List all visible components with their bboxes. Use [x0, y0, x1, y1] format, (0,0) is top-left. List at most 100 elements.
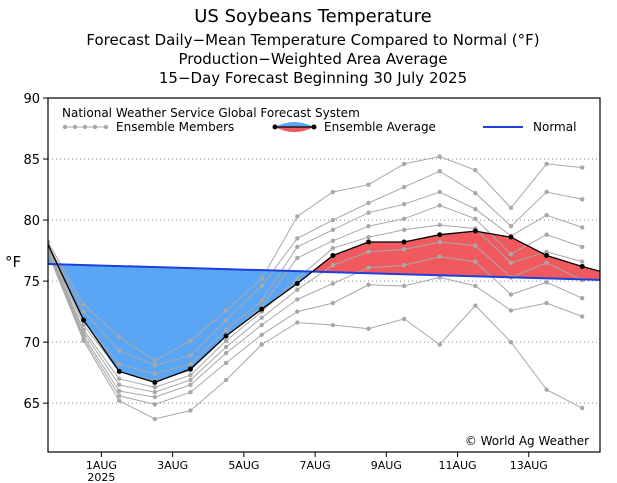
ensemble-member-point	[330, 189, 336, 195]
ensemble-member-line	[48, 250, 583, 405]
ensemble-member-point	[117, 393, 122, 399]
plot-frame	[47, 97, 601, 453]
y-tick-label: 70	[23, 336, 40, 351]
ensemble-member-point	[188, 372, 193, 378]
legend-members-point	[103, 124, 109, 130]
legend-average-point	[272, 124, 278, 130]
x-tick-label: 3AUG	[157, 459, 188, 472]
ensemble-member-point	[330, 245, 336, 251]
ensemble-member-line	[48, 224, 583, 388]
ensemble-member-point	[508, 260, 514, 265]
ensemble-average-point	[116, 368, 122, 374]
ensemble-member-point	[295, 287, 300, 292]
ensemble-member-point	[401, 263, 407, 268]
y-tick-label: 90	[23, 92, 40, 107]
ensemble-member-point	[188, 338, 193, 344]
ensemble-member-point	[295, 297, 300, 302]
ensemble-member-point	[259, 283, 264, 289]
ensemble-member-point	[188, 377, 193, 383]
ensemble-member-point	[330, 227, 336, 233]
chart-subtitle-line-1: Forecast Daily−Mean Temperature Compared…	[86, 31, 539, 49]
ensemble-member-point	[81, 302, 86, 307]
ensemble-member-point	[508, 339, 514, 345]
below-normal-area	[57, 264, 313, 383]
legend-title: National Weather Service Global Forecast…	[62, 106, 360, 120]
ensemble-member-point	[366, 282, 371, 287]
ensemble-member-point	[473, 283, 478, 289]
ensemble-average-point	[579, 263, 585, 269]
ensemble-average-point	[259, 306, 265, 312]
ensemble-member-point	[437, 239, 442, 245]
ensemble-member-point	[152, 402, 158, 407]
ensemble-member-point	[401, 161, 407, 167]
y-tick-label: 65	[23, 397, 40, 412]
ensemble-member-point	[152, 371, 158, 377]
x-tick-label: 11AUG	[438, 459, 476, 472]
ensemble-member-point	[188, 408, 193, 413]
ensemble-average-point	[544, 252, 550, 258]
ensemble-member-point	[117, 388, 122, 394]
y-tick-label: 80	[23, 214, 40, 229]
ensemble-member-point	[473, 206, 478, 212]
ensemble-member-point	[401, 216, 407, 222]
ensemble-member-point	[579, 197, 585, 202]
ensemble-member-point	[508, 292, 514, 297]
ensemble-member-point	[223, 317, 229, 323]
ensemble-member-point	[437, 254, 442, 259]
y-axis-label: °F	[5, 253, 21, 271]
ensemble-member-point	[508, 223, 514, 229]
ensemble-member-point	[366, 182, 371, 187]
ensemble-member-point	[473, 216, 478, 222]
chart-title: US Soybeans Temperature	[194, 6, 431, 27]
above-normal-area	[312, 231, 600, 280]
ensemble-member-line	[48, 241, 583, 393]
legend-members-point	[62, 124, 68, 130]
ensemble-member-point	[295, 236, 300, 241]
x-tick-label: 9AUG	[371, 459, 402, 472]
y-tick-label: 75	[23, 275, 40, 290]
ensemble-member-point	[223, 308, 229, 313]
ensemble-member-point	[223, 377, 229, 383]
ensemble-member-point	[223, 360, 229, 366]
ensemble-member-point	[544, 189, 549, 195]
ensemble-member-point	[544, 249, 549, 255]
ensemble-member-point	[366, 265, 371, 270]
ensemble-member-line	[48, 170, 583, 366]
x-tick-label: 1AUG	[86, 459, 117, 472]
ensemble-member-point	[223, 344, 229, 350]
ensemble-member-point	[579, 244, 585, 250]
ensemble-member-point	[330, 238, 336, 244]
ensemble-member-point	[152, 385, 158, 390]
legend-average-swatch-top	[275, 122, 314, 127]
legend-average-label: Ensemble Average	[324, 120, 436, 134]
ensemble-member-point	[81, 322, 86, 328]
ensemble-member-point	[188, 382, 193, 388]
y-tick-label: 85	[23, 153, 40, 168]
ensemble-member-point	[117, 398, 122, 403]
ensemble-member-point	[508, 252, 514, 257]
ensemble-member-point	[579, 295, 585, 301]
ensemble-member-point	[366, 326, 371, 331]
ensemble-average-point	[472, 228, 478, 234]
ensemble-member-point	[259, 322, 264, 328]
ensemble-member-point	[330, 281, 336, 286]
ensemble-average-point	[81, 317, 87, 323]
ensemble-member-point	[544, 300, 549, 306]
ensemble-member-point	[473, 243, 478, 248]
ensemble-member-point	[188, 361, 193, 367]
legend-normal-label: Normal	[533, 120, 576, 134]
ensemble-member-point	[544, 280, 549, 285]
ensemble-member-point	[437, 342, 442, 347]
ensemble-member-point	[401, 202, 407, 207]
ensemble-average-point	[437, 232, 443, 238]
ensemble-member-point	[330, 217, 336, 223]
x-tick-label: 13AUG	[510, 459, 548, 472]
ensemble-member-point	[579, 225, 585, 230]
ensemble-member-point	[579, 165, 585, 170]
ensemble-member-point	[259, 342, 264, 347]
ensemble-member-point	[401, 227, 407, 233]
ensemble-member-point	[579, 314, 585, 319]
ensemble-member-point	[330, 322, 336, 328]
ensemble-member-point	[223, 327, 229, 333]
ensemble-member-point	[295, 214, 300, 219]
